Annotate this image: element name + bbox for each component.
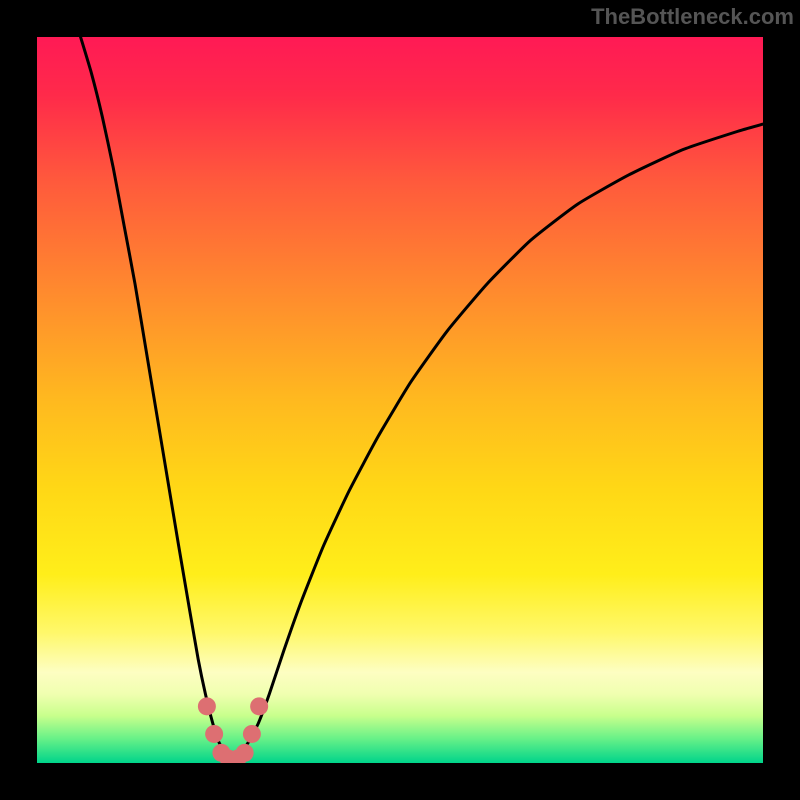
trough-marker-dot xyxy=(243,725,261,743)
trough-marker-dot xyxy=(198,697,216,715)
outer-frame: TheBottleneck.com xyxy=(0,0,800,800)
trough-marker-dot xyxy=(205,725,223,743)
trough-marker-dot xyxy=(236,744,254,762)
trough-marker-dot xyxy=(250,697,268,715)
plot-area xyxy=(37,37,763,763)
watermark-label: TheBottleneck.com xyxy=(591,4,794,30)
curve-chart-svg xyxy=(37,37,763,763)
